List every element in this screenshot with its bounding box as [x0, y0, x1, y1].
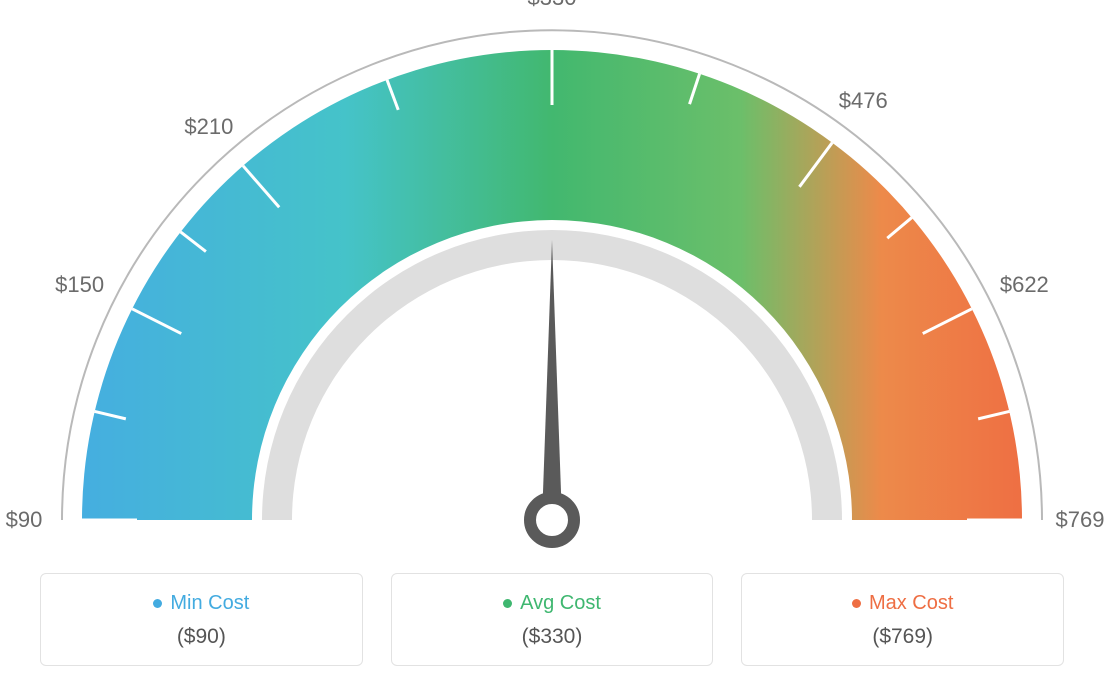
- gauge-tick-label: $330: [528, 0, 577, 11]
- gauge-tick-label: $622: [1000, 272, 1049, 298]
- dot-icon: [852, 599, 861, 608]
- legend-title-avg: Avg Cost: [503, 592, 601, 615]
- legend-card-min: Min Cost ($90): [40, 573, 363, 666]
- gauge-svg: [0, 0, 1104, 560]
- legend-card-max: Max Cost ($769): [741, 573, 1064, 666]
- dot-icon: [153, 599, 162, 608]
- legend-value: ($90): [41, 625, 362, 649]
- dot-icon: [503, 599, 512, 608]
- legend-label: Avg Cost: [520, 592, 601, 615]
- legend-card-avg: Avg Cost ($330): [391, 573, 714, 666]
- gauge-tick-label: $476: [839, 88, 888, 114]
- legend-title-min: Min Cost: [153, 592, 249, 615]
- legend-value: ($330): [392, 625, 713, 649]
- legend-label: Min Cost: [170, 592, 249, 615]
- legend-label: Max Cost: [869, 592, 953, 615]
- gauge-tick-label: $90: [6, 507, 43, 533]
- cost-gauge: $90 $150 $210 $330 $476 $622 $769: [0, 0, 1104, 560]
- legend-title-max: Max Cost: [852, 592, 953, 615]
- legend-value: ($769): [742, 625, 1063, 649]
- gauge-tick-label: $769: [1056, 507, 1104, 533]
- legend-row: Min Cost ($90) Avg Cost ($330) Max Cost …: [40, 573, 1064, 666]
- gauge-tick-label: $210: [184, 114, 233, 140]
- gauge-tick-label: $150: [55, 272, 104, 298]
